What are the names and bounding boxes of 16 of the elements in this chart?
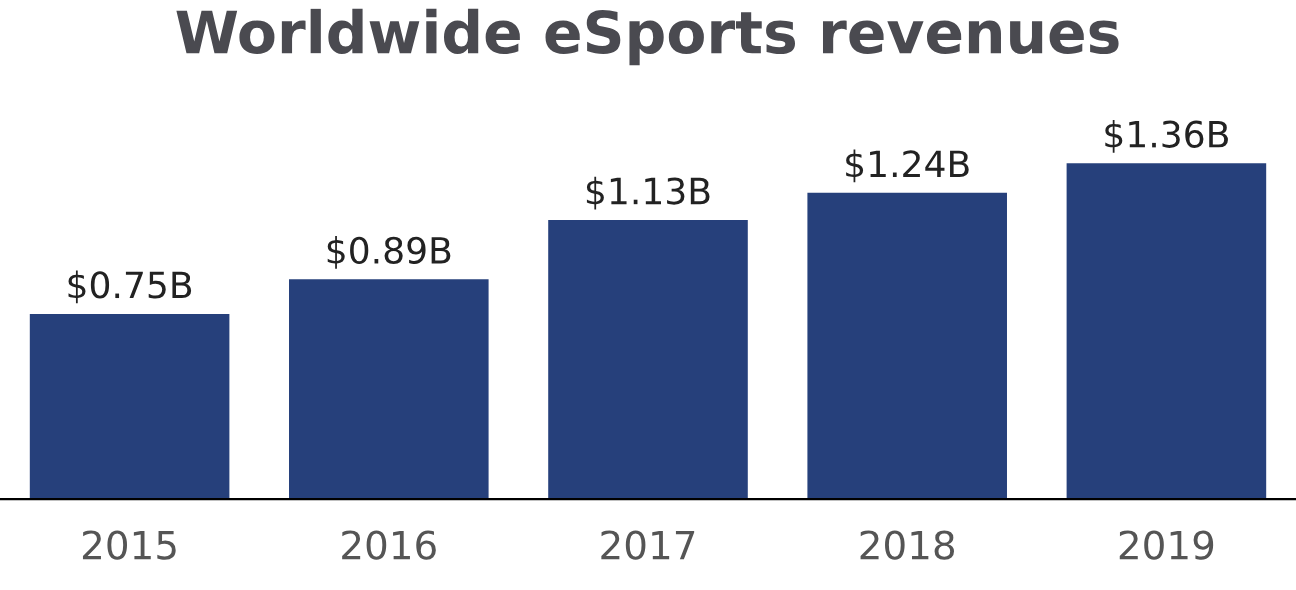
data-label: $1.13B: [586, 176, 710, 210]
bar: [548, 220, 748, 500]
data-label: $1.36B: [1105, 119, 1228, 153]
x-tick-label: 2015: [82, 530, 176, 560]
x-tick-label: 2018: [860, 530, 955, 560]
chart-title: Worldwide eSports revenues: [176, 8, 1119, 66]
bar: [289, 279, 489, 500]
bar: [1066, 163, 1267, 500]
bar: [29, 313, 230, 500]
data-label: $1.24B: [846, 149, 969, 183]
bar: [807, 192, 1007, 500]
x-tick-label: 2017: [601, 530, 695, 560]
data-label: $0.75B: [68, 270, 192, 304]
data-label: $0.89B: [327, 236, 451, 269]
x-tick-label: 2019: [1119, 530, 1214, 560]
x-tick-label: 2016: [342, 530, 436, 560]
